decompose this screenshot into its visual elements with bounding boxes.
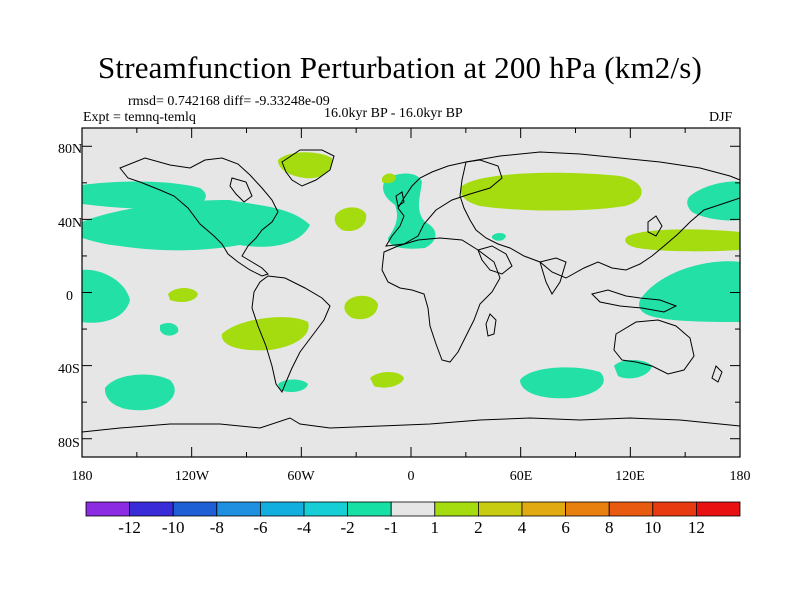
colorbar-label: -12 — [118, 518, 141, 537]
x-tick-label-120w: 120W — [175, 469, 210, 484]
colorbar-swatch — [172, 501, 218, 517]
x-tick-label-0: 0 — [408, 469, 415, 484]
period-text: 16.0kyr BP - 16.0kyr BP — [324, 106, 463, 121]
coastline-africa — [381, 237, 501, 363]
colorbar-label: 2 — [474, 518, 483, 537]
contour-positive — [344, 295, 378, 320]
colorbar-swatch — [129, 501, 174, 517]
colorbar-swatch — [696, 501, 741, 517]
coastline-indonesia — [591, 289, 678, 313]
colorbar-label: -6 — [253, 518, 267, 537]
x-tick-label-60e: 60E — [510, 469, 533, 484]
colorbar-swatch — [390, 501, 436, 517]
contour-negative — [82, 181, 206, 209]
y-tick-label-80s: 80S — [58, 436, 80, 451]
coastline-japan — [647, 215, 663, 237]
colorbar-label: 6 — [561, 518, 570, 537]
y-tick-label-40s: 40S — [58, 362, 80, 377]
colorbar-swatch — [477, 501, 523, 517]
y-tick-label-80n: 80N — [58, 142, 82, 157]
colorbar-swatch — [85, 501, 130, 517]
colorbar-swatch — [608, 501, 654, 517]
colorbar-label: -2 — [341, 518, 355, 537]
contour-positive — [334, 207, 367, 232]
contour-positive — [168, 288, 198, 302]
coastline-south-america — [251, 275, 331, 394]
axis-ticks — [81, 128, 741, 457]
colorbar-label: 12 — [688, 518, 705, 537]
contour-negative — [614, 360, 652, 379]
colorbar-swatch — [434, 501, 479, 517]
contour-positive — [370, 372, 404, 388]
contour-negative — [160, 322, 179, 336]
colorbar-label: -10 — [162, 518, 185, 537]
colorbar-swatch — [521, 501, 566, 517]
colorbar-swatch — [347, 501, 392, 517]
coastline-india — [539, 257, 567, 295]
coastline-new-zealand — [711, 365, 723, 383]
season-text: DJF — [709, 110, 733, 125]
coastline-north-america — [119, 157, 279, 277]
contour-positive — [221, 317, 309, 351]
y-tick-label-40n: 40N — [58, 216, 82, 231]
contour-negative — [82, 269, 130, 323]
coastline-british-isles — [395, 191, 405, 207]
contour-positive — [278, 152, 333, 179]
colorbar-swatch — [565, 501, 610, 517]
contour-negative — [520, 367, 604, 399]
contour-negative — [687, 181, 740, 221]
colorbar-labels: -12 -10 -8 -6 -4 -2 -1 1 2 4 6 8 10 12 — [118, 518, 705, 537]
coastline-asia — [459, 151, 741, 279]
coastline-greenland — [281, 149, 335, 187]
contour-positive — [625, 229, 740, 252]
stats-text: rmsd= 0.742168 diff= -9.33248e-09 — [128, 94, 330, 109]
contour-negative — [639, 261, 740, 322]
contour-negative — [104, 374, 175, 411]
colorbar-label: 1 — [431, 518, 440, 537]
coastline-australia — [613, 319, 695, 375]
contour-positive — [382, 173, 396, 184]
contour-fills — [82, 152, 740, 411]
coastlines — [81, 149, 741, 433]
colorbar-label: 8 — [605, 518, 614, 537]
colorbar-label: -8 — [210, 518, 224, 537]
x-tick-label-120e: 120E — [615, 469, 645, 484]
colorbar-swatch — [259, 501, 305, 517]
colorbar-swatch — [303, 501, 348, 517]
chart-title: Streamfunction Perturbation at 200 hPa (… — [97, 50, 703, 85]
x-tick-label-60w: 60W — [287, 469, 315, 484]
contour-negative — [383, 173, 436, 249]
x-tick-label-180e: 180 — [730, 469, 751, 484]
colorbar-swatch — [216, 501, 261, 517]
coastline-antarctica — [81, 417, 741, 433]
y-tick-label-0: 0 — [66, 289, 73, 304]
coastline-arabia — [477, 245, 513, 275]
contour-negative — [82, 200, 310, 251]
experiment-text: Expt = temnq-temlq — [83, 110, 196, 125]
colorbar — [85, 501, 741, 517]
contour-positive — [460, 172, 642, 211]
contour-negative — [492, 233, 506, 241]
colorbar-label: 10 — [644, 518, 661, 537]
colorbar-label: -4 — [297, 518, 312, 537]
x-tick-label-180w: 180 — [72, 469, 93, 484]
coastline-hudson-bay — [229, 177, 253, 203]
colorbar-label: 4 — [518, 518, 527, 537]
colorbar-label: -1 — [384, 518, 398, 537]
colorbar-swatch — [652, 501, 697, 517]
coastline-madagascar — [485, 313, 497, 337]
